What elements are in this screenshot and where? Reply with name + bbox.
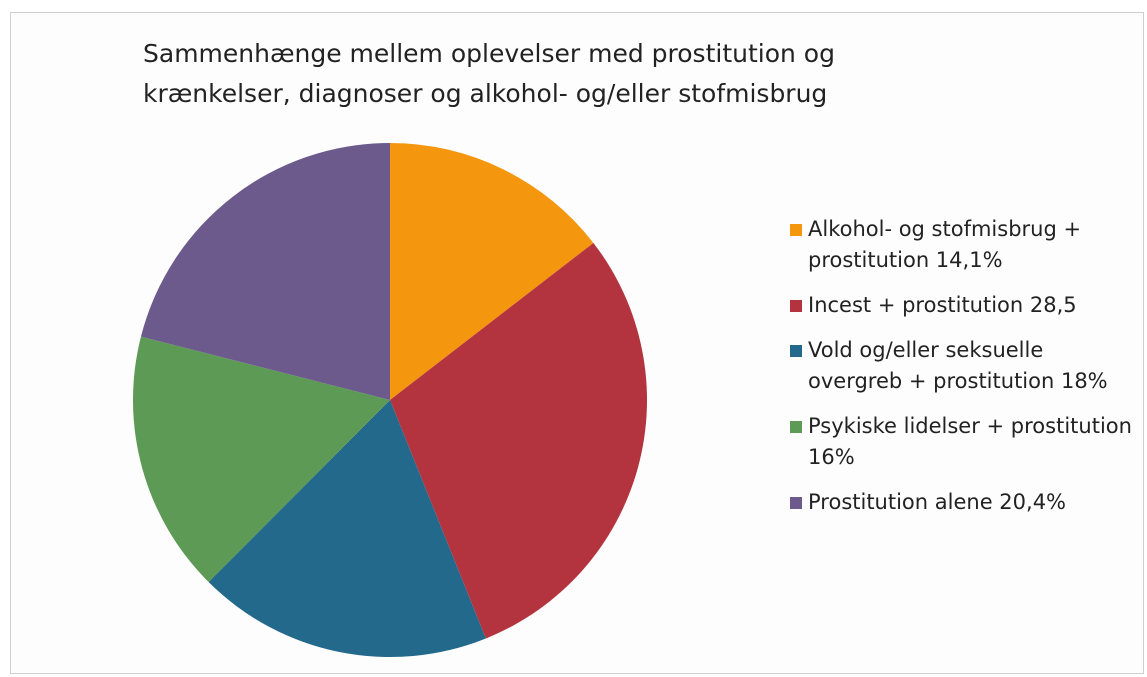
legend-label: Vold og/eller seksuelle overgreb + prost… [808, 338, 1108, 393]
legend-swatch [790, 224, 802, 236]
legend-item: Psykiske lidelser + prostitution 16% [790, 411, 1140, 473]
legend-label: Psykiske lidelser + prostitution 16% [808, 414, 1132, 469]
legend-label: Incest + prostitution 28,5 [808, 293, 1077, 317]
legend-label: Alkohol- og stofmisbrug + prostitution 1… [808, 217, 1082, 272]
pie-slice [390, 242, 647, 639]
pie-slice [140, 143, 390, 400]
legend-label: Prostitution alene 20,4% [808, 490, 1067, 514]
pie-slice [208, 400, 486, 657]
legend-item: Incest + prostitution 28,5 [790, 290, 1140, 321]
legend: Alkohol- og stofmisbrug + prostitution 1… [790, 214, 1140, 532]
legend-item: Vold og/eller seksuelle overgreb + prost… [790, 335, 1140, 397]
legend-item: Prostitution alene 20,4% [790, 487, 1140, 518]
chart-title: Sammenhænge mellem oplevelser med prosti… [143, 39, 835, 108]
legend-swatch [790, 345, 802, 357]
legend-swatch [790, 421, 802, 433]
legend-swatch [790, 300, 802, 312]
pie-slice [390, 143, 594, 400]
pie-slice [132, 336, 390, 583]
legend-swatch [790, 497, 802, 509]
legend-item: Alkohol- og stofmisbrug + prostitution 1… [790, 214, 1140, 276]
